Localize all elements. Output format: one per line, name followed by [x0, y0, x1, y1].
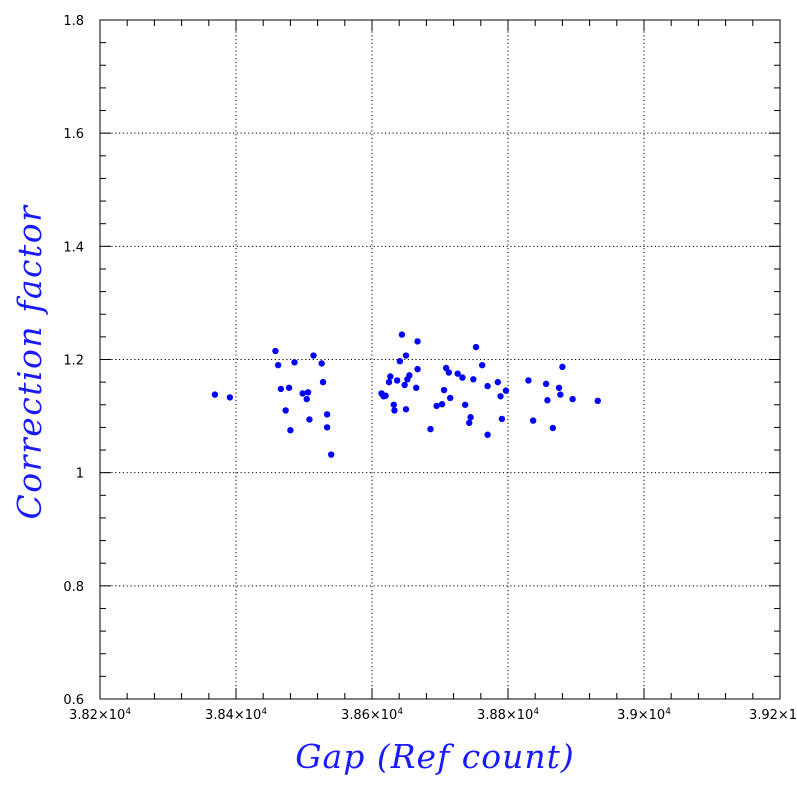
- x-tick-label: 3.92×104: [749, 707, 797, 723]
- data-point: [304, 389, 312, 396]
- data-point: [525, 377, 532, 384]
- data-point: [467, 414, 474, 421]
- data-point: [542, 380, 550, 388]
- x-tick-label: 3.9×104: [617, 707, 671, 723]
- data-point: [211, 391, 219, 398]
- data-point: [454, 370, 461, 377]
- y-tick-label: 0.6: [63, 693, 84, 708]
- data-point: [398, 331, 406, 338]
- data-point: [406, 372, 413, 379]
- data-point: [494, 378, 501, 386]
- data-point: [319, 378, 327, 386]
- data-point: [569, 395, 576, 403]
- data-point: [447, 394, 454, 402]
- axis-ticks: [99, 19, 781, 700]
- data-point: [544, 397, 551, 404]
- data-point: [396, 357, 404, 365]
- data-point: [498, 415, 506, 423]
- data-point: [445, 369, 453, 376]
- data-point: [461, 401, 469, 408]
- data-point: [438, 401, 446, 408]
- data-point: [285, 384, 293, 391]
- data-point: [382, 392, 389, 399]
- data-point: [470, 376, 477, 383]
- x-tick-label: 3.88×104: [477, 707, 539, 723]
- data-point: [323, 424, 331, 431]
- data-point: [402, 352, 410, 359]
- data-point: [472, 343, 480, 351]
- data-point: [594, 397, 601, 405]
- data-point: [502, 387, 510, 394]
- data-points: [211, 331, 601, 458]
- y-tick-label: 0.8: [63, 580, 84, 595]
- data-point: [402, 406, 410, 413]
- data-point: [287, 427, 294, 434]
- data-point: [401, 381, 408, 389]
- data-point: [328, 451, 335, 458]
- data-point: [291, 359, 298, 366]
- data-point: [272, 347, 279, 355]
- data-point: [440, 386, 448, 394]
- data-point: [323, 411, 331, 418]
- data-point: [299, 390, 306, 397]
- data-point: [413, 384, 420, 391]
- y-tick-label: 1.4: [63, 240, 84, 255]
- tick-labels: 3.82×104 3.84×104 3.86×104 3.88×104 3.9×104 3…: [63, 14, 797, 723]
- grid-lines: [100, 20, 780, 699]
- data-point: [226, 394, 234, 401]
- data-point: [484, 431, 491, 438]
- data-point: [277, 385, 285, 393]
- data-point: [282, 407, 289, 414]
- data-point: [555, 384, 563, 391]
- data-point: [318, 360, 325, 367]
- data-point: [433, 402, 440, 410]
- data-point: [559, 363, 566, 371]
- data-point: [385, 378, 393, 386]
- data-point: [549, 424, 557, 432]
- x-axis-title: Gap (Ref count): [295, 737, 575, 776]
- data-point: [310, 352, 317, 359]
- data-point: [391, 407, 398, 414]
- data-point: [303, 395, 310, 403]
- data-point: [306, 416, 313, 423]
- data-point: [393, 377, 401, 384]
- data-point: [478, 361, 486, 369]
- data-point: [274, 361, 282, 369]
- data-point: [484, 382, 491, 390]
- x-tick-label: 3.82×104: [69, 707, 131, 723]
- y-tick-label: 1.8: [63, 14, 84, 29]
- y-tick-label: 1: [76, 467, 84, 482]
- data-point: [414, 365, 421, 373]
- data-point: [466, 419, 473, 427]
- x-tick-label: 3.86×104: [341, 707, 403, 723]
- data-point: [387, 373, 394, 380]
- data-point: [497, 393, 504, 400]
- y-axis-title: Correction factor: [10, 204, 49, 520]
- data-point: [414, 338, 421, 345]
- y-tick-label: 1.6: [63, 127, 84, 142]
- data-point: [529, 417, 537, 424]
- data-point: [390, 401, 397, 408]
- y-tick-label: 1.2: [63, 354, 84, 369]
- data-point: [459, 374, 466, 381]
- data-point: [557, 391, 564, 398]
- x-tick-label: 3.84×104: [205, 707, 267, 723]
- data-point: [427, 425, 434, 433]
